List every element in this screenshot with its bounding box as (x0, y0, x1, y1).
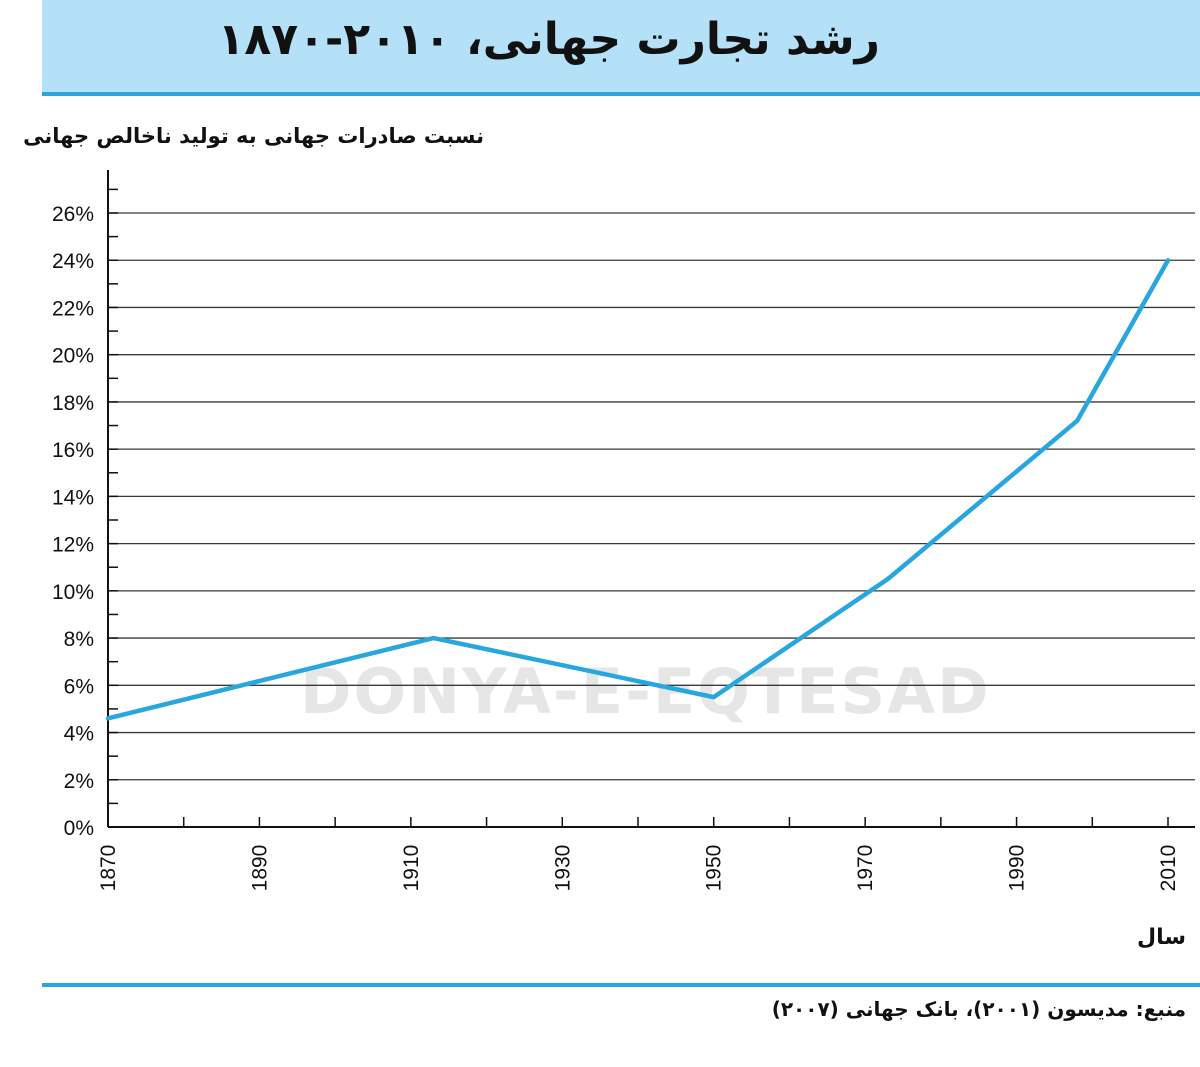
series (105, 257, 1171, 721)
y-tick-label: 8% (64, 628, 94, 651)
y-tick-label: 2% (64, 770, 94, 793)
y-tick-label: 24% (52, 250, 94, 273)
y-axis-label: نسبت صادرات جهانی به تولید ناخالص جهانی (23, 124, 484, 148)
x-tick-label: 1930 (551, 845, 574, 892)
x-axis-label: سال (1137, 925, 1186, 950)
y-tick-label: 18% (52, 392, 94, 415)
y-tick-label: 22% (52, 297, 94, 320)
x-tick-labels: 1870 1890 1910 1930 1950 1970 1990 2010 (97, 845, 1180, 892)
y-tick-label: 4% (64, 723, 94, 746)
x-tick-label: 1870 (97, 845, 120, 892)
y-tick-labels: 0% 2% 4% 6% 8% 10% 12% 14% 16% 18% 20% 22% 24% 26% (52, 203, 94, 840)
y-tick-label: 6% (64, 675, 94, 698)
y-tick-label: 12% (52, 534, 94, 557)
title-rule (42, 92, 1200, 96)
x-tick-label: 1970 (854, 845, 877, 892)
x-tick-label: 1890 (248, 845, 271, 892)
title-banner (42, 0, 1200, 92)
y-tick-label: 10% (52, 581, 94, 604)
x-tick-label: 1990 (1006, 845, 1029, 892)
y-tick-label: 20% (52, 345, 94, 368)
y-tick-label: 26% (52, 203, 94, 226)
y-tick-label: 16% (52, 439, 94, 462)
source-note: منبع: مدیسون (۲۰۰۱)، بانک جهانی (۲۰۰۷) (771, 997, 1186, 1021)
series-line (105, 257, 1171, 721)
y-tick-label: 14% (52, 486, 94, 509)
chart-title: رشد تجارت جهانی، ۲۰۱۰-۱۸۷۰ (217, 14, 880, 65)
x-tick-label: 2010 (1157, 845, 1180, 892)
x-tick-label: 1910 (400, 845, 423, 892)
y-tick-label: 0% (64, 817, 94, 840)
axes (107, 170, 1195, 828)
watermark: DONYA-E-EQTESAD (300, 655, 991, 728)
bottom-rule (42, 983, 1200, 987)
grid-lines (108, 212, 1195, 781)
x-tick-label: 1950 (703, 845, 726, 892)
